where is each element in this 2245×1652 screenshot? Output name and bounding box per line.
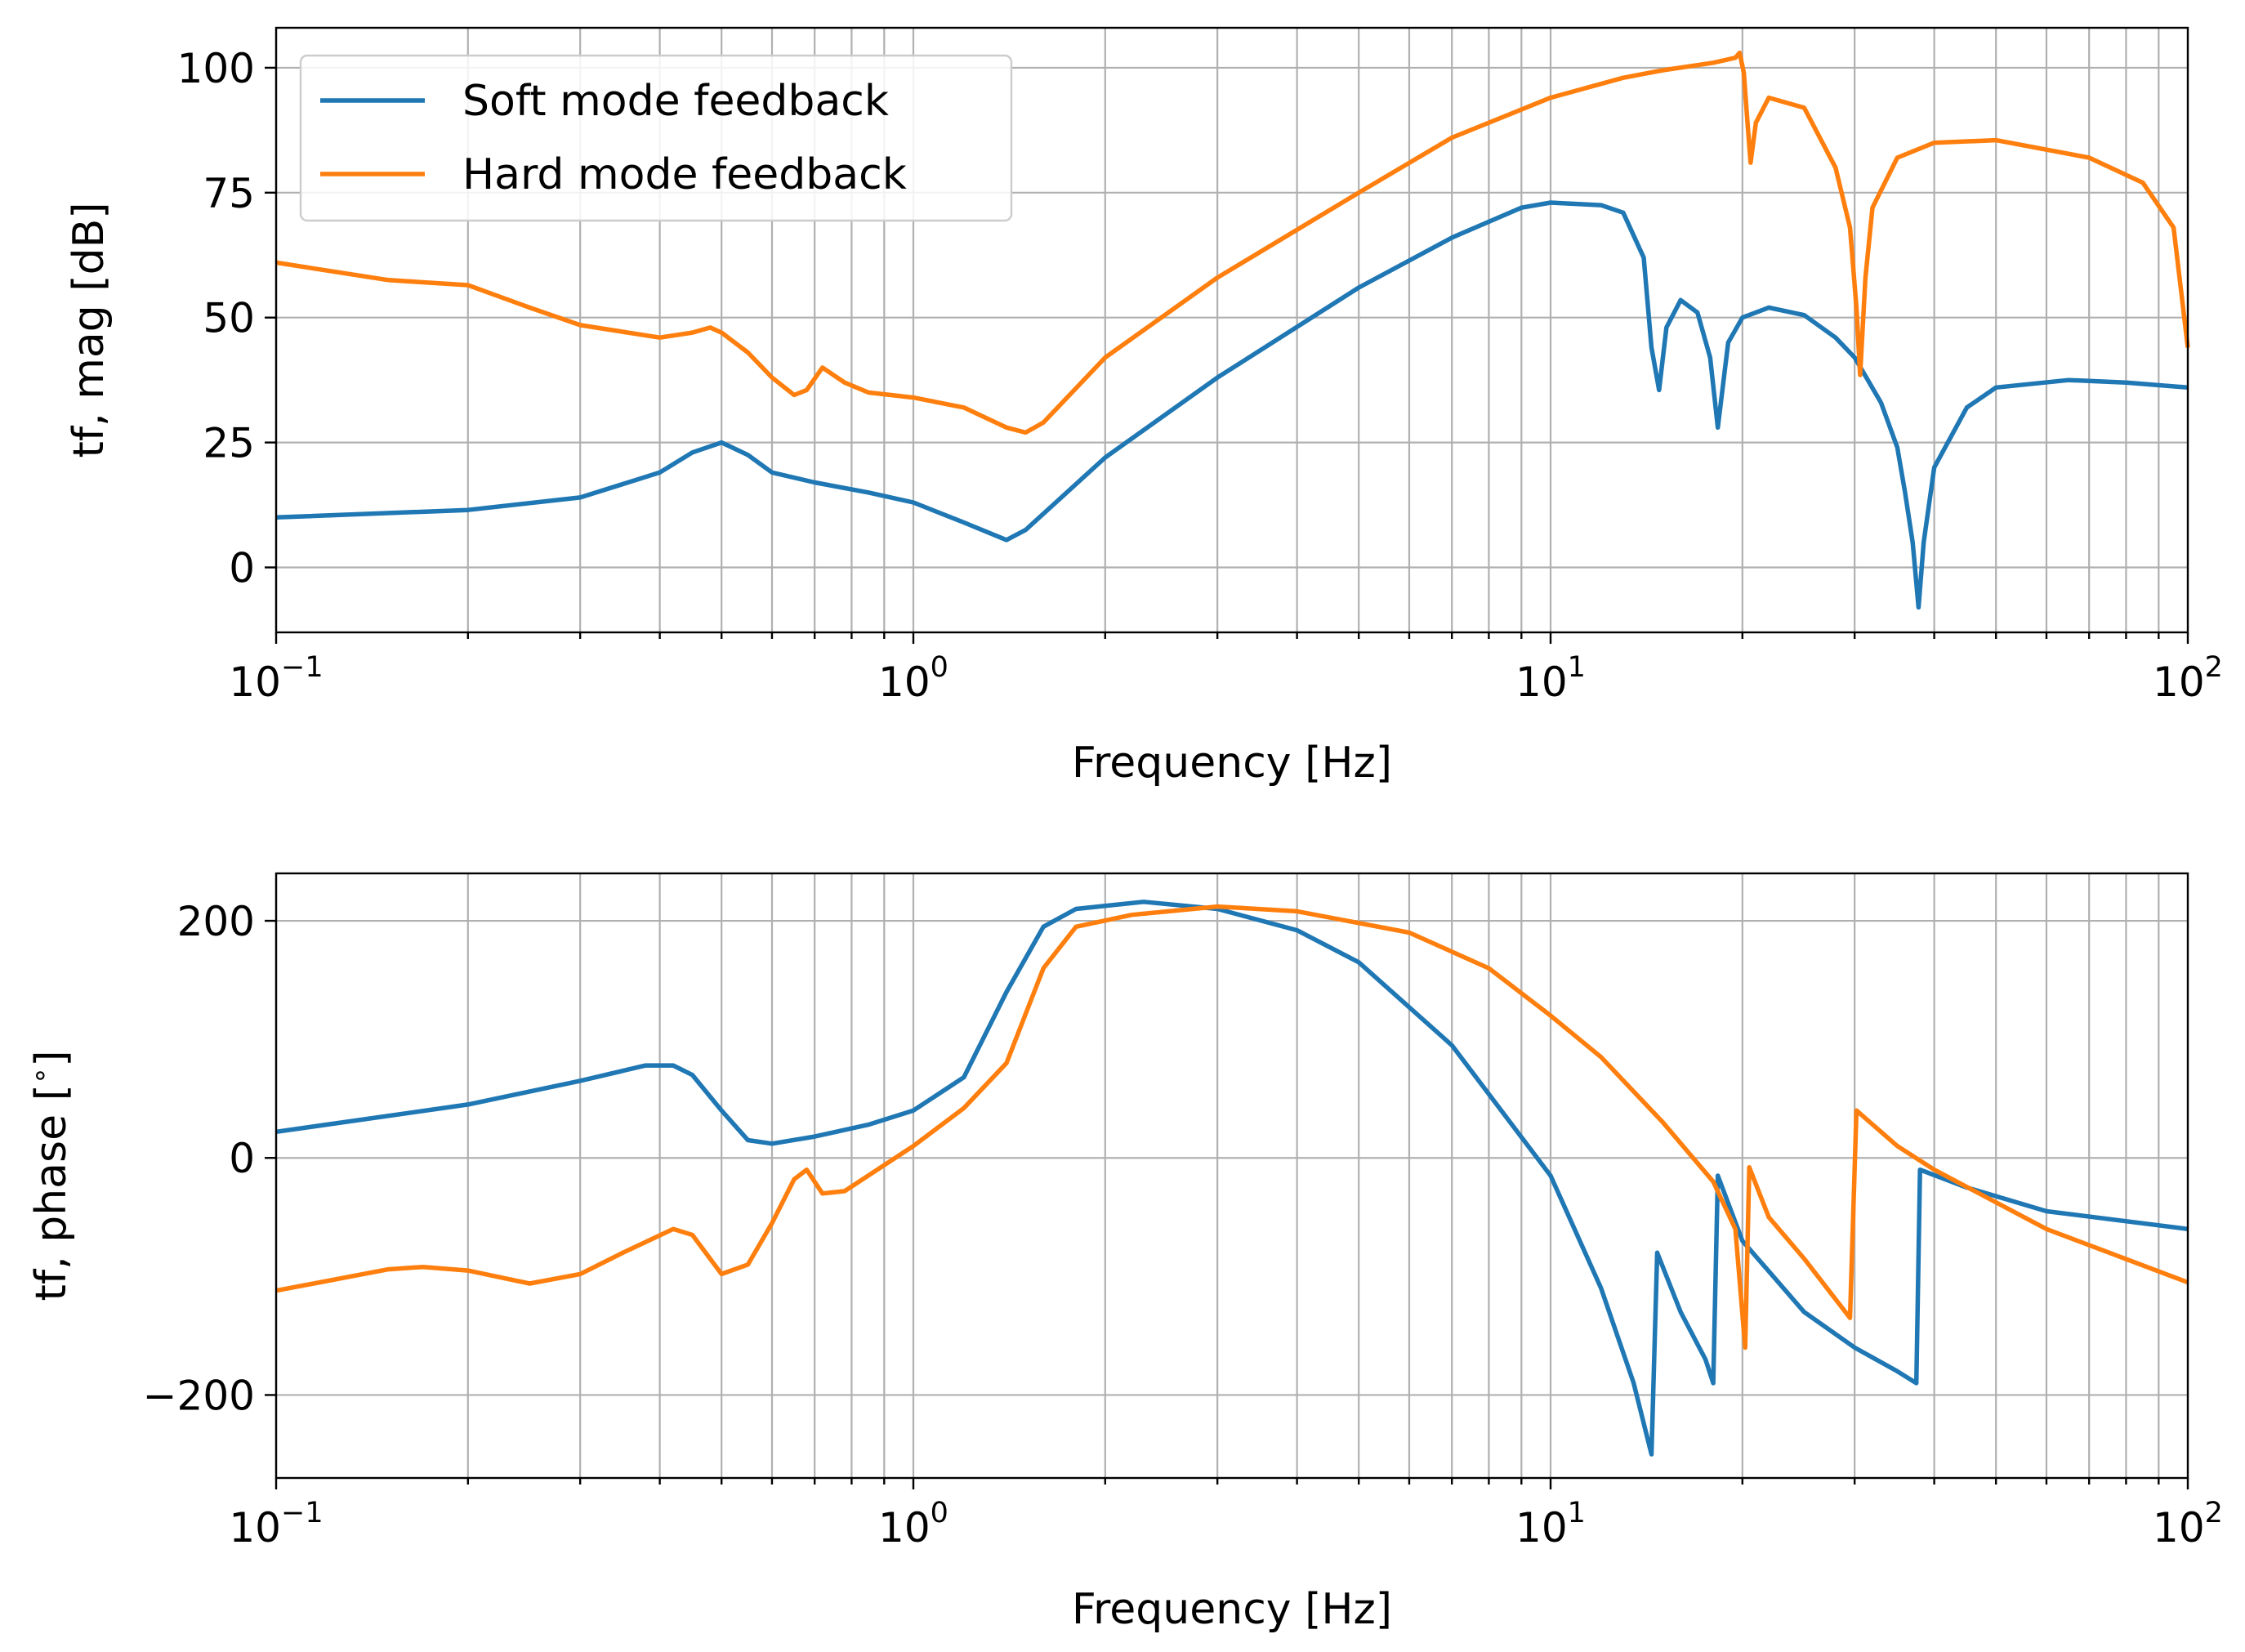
phase-x-tick-base: 10 (1515, 1504, 1568, 1552)
phase-y-label-prefix: tf, phase [ (27, 1084, 76, 1301)
magnitude-x-tick-exponent: 2 (2205, 651, 2223, 684)
phase-x-tick-label: 100 (878, 1497, 948, 1552)
magnitude-x-tick-label: 100 (878, 651, 948, 706)
phase-x-axis-label: Frequency [Hz] (1072, 1585, 1392, 1634)
magnitude-y-tick-label: 0 (229, 544, 255, 592)
magnitude-y-tick-label: 100 (177, 45, 255, 92)
magnitude-series (275, 50, 2190, 610)
magnitude-x-axis-label: Frequency [Hz] (1072, 739, 1392, 788)
magnitude-x-tick-base: 10 (878, 659, 931, 706)
magnitude-y-tick-label: 50 (203, 295, 255, 342)
phase-series (275, 900, 2189, 1457)
legend-box (299, 54, 1013, 222)
phase-x-tick-exponent: 1 (1568, 1497, 1586, 1529)
phase-x-tick-base: 10 (878, 1504, 931, 1552)
phase-x-tick-exponent: 2 (2205, 1497, 2223, 1529)
phase-y-label-suffix: ] (27, 1050, 76, 1066)
magnitude-series-hard-line (275, 50, 2190, 435)
legend-label-hard: Hard mode feedback (462, 150, 907, 199)
magnitude-y-tick-label: 25 (203, 420, 255, 467)
magnitude-series-soft-line (275, 200, 2189, 610)
phase-y-tick-label: 0 (229, 1135, 255, 1182)
phase-x-tick-exponent: −1 (281, 1497, 324, 1529)
phase-series-hard-line (275, 904, 2189, 1351)
magnitude-x-tick-exponent: 0 (931, 651, 948, 684)
magnitude-x-tick-exponent: −1 (281, 651, 324, 684)
magnitude-x-tick-base: 10 (229, 659, 281, 706)
magnitude-y-axis-label: tf, mag [dB] (65, 202, 114, 458)
phase-series-soft-line (275, 900, 2189, 1457)
magnitude-x-tick-label: 10−1 (229, 651, 323, 706)
magnitude-x-tick-base: 10 (2153, 659, 2205, 706)
phase-x-tick-base: 10 (2153, 1504, 2205, 1552)
phase-x-tick-exponent: 0 (931, 1497, 948, 1529)
phase-y-label-degree: ∘ (24, 1067, 56, 1084)
magnitude-x-tick-base: 10 (1515, 659, 1568, 706)
magnitude-axes-frame (274, 26, 2189, 634)
magnitude-x-tick-exponent: 1 (1568, 651, 1586, 684)
phase-axes-frame (274, 872, 2189, 1480)
phase-y-tick-label: −200 (143, 1372, 255, 1419)
phase-x-tick-label: 102 (2153, 1497, 2223, 1552)
legend: Soft mode feedback Hard mode feedback (299, 54, 1013, 222)
phase-x-tick-label: 101 (1515, 1497, 1586, 1552)
phase-x-tick-base: 10 (229, 1504, 281, 1552)
magnitude-x-tick-label: 101 (1515, 651, 1586, 706)
magnitude-x-tick-label: 102 (2153, 651, 2223, 706)
phase-x-tick-label: 10−1 (229, 1497, 323, 1552)
magnitude-y-tick-label: 75 (203, 170, 255, 217)
phase-y-tick-label: 200 (177, 898, 255, 945)
legend-label-soft: Soft mode feedback (462, 77, 889, 126)
phase-y-axis-label: tf, phase [∘] (24, 1050, 76, 1301)
